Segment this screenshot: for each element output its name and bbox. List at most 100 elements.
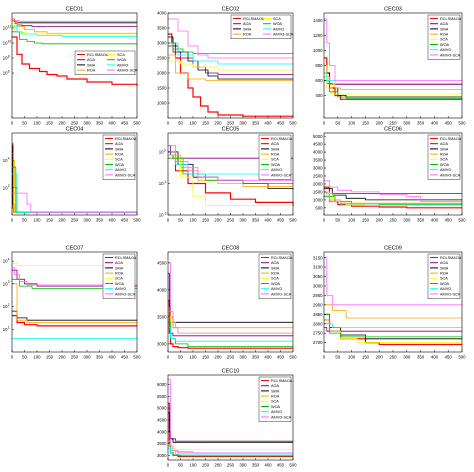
x-tick-label: 450 (121, 218, 129, 223)
series-line-amvo-sca (12, 267, 137, 286)
legend-entry: RCLSMAOA (271, 137, 293, 141)
series-line-woa (324, 196, 462, 206)
legend-box (258, 376, 292, 422)
series-line-rclsmaoa (12, 315, 137, 327)
y-tick-label: 500 (315, 205, 323, 210)
legend-entry: SCA (273, 17, 281, 21)
legend-entry: WOA (440, 43, 450, 47)
subplot-cec08: CEC08 0 50 100 150 200 250 300 350 400 450 500 3000 3… (157, 246, 297, 360)
x-tick-label: 100 (33, 355, 41, 360)
y-tick-exponent: 2 (8, 303, 10, 307)
legend-entry: SCA (440, 38, 448, 42)
x-tick-label: 100 (348, 355, 356, 360)
x-tick-label: 200 (58, 355, 66, 360)
y-tick-label: 1000 (157, 101, 167, 106)
series-line-amvo-sca (324, 18, 462, 81)
series-line-rclsmaoa (324, 319, 462, 346)
x-tick-label: 50 (178, 121, 183, 126)
y-tick-label: 3150 (313, 255, 323, 260)
x-tick-label: 350 (96, 218, 104, 223)
y-tick-label: 1200 (313, 33, 323, 38)
legend-entry: SMA (271, 266, 280, 270)
x-tick-label: 300 (403, 355, 411, 360)
x-tick-label: 100 (189, 463, 197, 468)
x-tick-label: 400 (431, 355, 439, 360)
y-tick-label: 2900 (313, 302, 323, 307)
series-line-woa (12, 31, 137, 45)
x-tick-label: 100 (33, 121, 41, 126)
x-tick-label: 400 (431, 218, 439, 223)
legend-box (427, 253, 461, 299)
x-tick-label: 250 (227, 218, 235, 223)
x-tick-label: 100 (189, 218, 197, 223)
series-line-amvo (324, 323, 462, 328)
x-tick-label: 350 (252, 121, 260, 126)
y-tick-label: 2700 (313, 340, 323, 345)
legend-entry: SCA (117, 53, 125, 57)
series-line-sma (324, 72, 462, 98)
legend-entry: RCLSMAOA (271, 256, 293, 260)
x-tick-label: 200 (58, 218, 66, 223)
series-line-amvo-sca (12, 18, 137, 22)
x-tick-label: 50 (178, 355, 183, 360)
legend-entry: WOA (273, 22, 283, 26)
y-tick-exponent: -1 (164, 180, 167, 184)
legend-entry: SMA (243, 27, 252, 31)
y-tick-exponent: 8 (8, 54, 10, 58)
x-tick-label: 250 (389, 218, 397, 223)
legend-entry: AOA (271, 384, 279, 388)
y-tick-label: 10 (3, 56, 8, 61)
y-tick-label: 4500 (313, 142, 323, 147)
x-tick-label: 250 (389, 355, 397, 360)
legend-entry: WOA (271, 282, 281, 286)
series-line-woa (324, 80, 462, 99)
y-tick-exponent: 6 (8, 69, 10, 73)
x-tick-label: 0 (323, 355, 326, 360)
y-tick-label: 10 (159, 181, 164, 186)
x-tick-label: 350 (417, 355, 425, 360)
x-tick-label: 0 (11, 218, 14, 223)
subplot-cec02: CEC02 0 50 100 150 200 250 300 350 400 450 500 1000 1… (157, 7, 297, 126)
x-tick-label: 450 (445, 355, 453, 360)
y-tick-label: 3000 (313, 284, 323, 289)
legend-entry: AOA (115, 142, 123, 146)
legend-entry: WOA (440, 282, 450, 286)
series-line-amvo-sca (324, 257, 462, 306)
y-tick-label: 10 (3, 304, 8, 309)
y-tick-exponent: 0 (164, 148, 166, 152)
y-tick-label: 2000 (313, 182, 323, 187)
y-tick-label: 1000 (313, 197, 323, 202)
legend-entry: AMVO (440, 287, 451, 291)
series-line-aoa (168, 431, 293, 442)
x-tick-label: 300 (239, 463, 247, 468)
series-line-roa (168, 311, 293, 329)
x-tick-label: 150 (46, 121, 54, 126)
y-tick-label: 800 (315, 63, 323, 68)
y-tick-label: 2500 (313, 174, 323, 179)
x-tick-label: 400 (264, 463, 272, 468)
x-tick-label: 500 (133, 355, 141, 360)
series-line-rclsmaoa (168, 151, 294, 206)
series-line-amvo (12, 26, 137, 37)
legend-entry: AMVO-SCA (273, 33, 294, 37)
y-tick-label: 600 (315, 78, 323, 83)
legend-entry: ROA (271, 272, 280, 276)
x-tick-label: 250 (227, 355, 235, 360)
x-tick-label: 350 (252, 218, 260, 223)
x-tick-label: 250 (71, 218, 79, 223)
series-line-aoa (324, 327, 462, 332)
x-tick-label: 0 (167, 121, 170, 126)
x-tick-label: 200 (376, 218, 384, 223)
x-tick-label: 50 (335, 355, 340, 360)
y-tick-label: 10 (159, 150, 164, 155)
series-line-rclsmaoa (324, 57, 462, 100)
y-tick-exponent: 4 (8, 257, 10, 261)
y-tick-label: 10 (3, 26, 8, 31)
subplot-title: CEC03 (384, 7, 402, 13)
x-tick-label: 450 (445, 218, 453, 223)
x-tick-label: 200 (58, 121, 66, 126)
